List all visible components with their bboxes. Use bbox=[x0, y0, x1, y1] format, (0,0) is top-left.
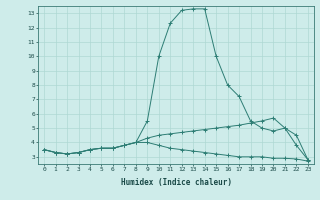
X-axis label: Humidex (Indice chaleur): Humidex (Indice chaleur) bbox=[121, 178, 231, 187]
